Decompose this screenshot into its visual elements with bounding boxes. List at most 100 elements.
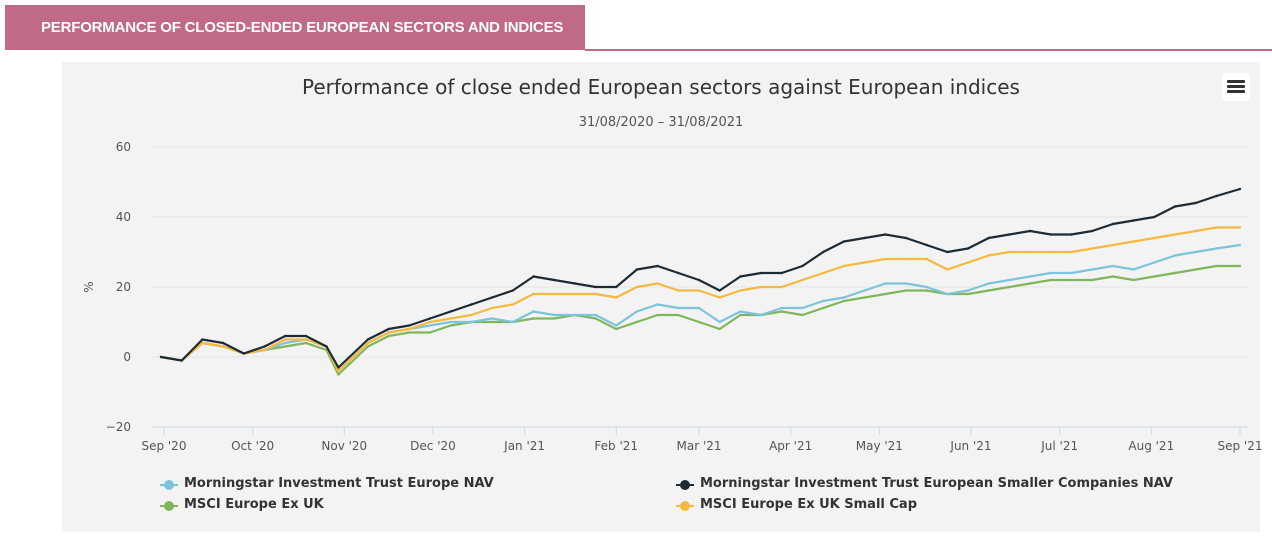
data-point [946, 292, 949, 296]
data-point [470, 313, 473, 317]
data-point [159, 355, 163, 359]
data-point [697, 289, 701, 292]
data-point [635, 310, 639, 313]
data-point [449, 324, 452, 327]
data-point [904, 289, 908, 292]
chart-panel [62, 62, 1260, 532]
data-point [1008, 285, 1011, 289]
data-point [1238, 187, 1242, 191]
x-tick-label: Sep '21 [1218, 439, 1263, 453]
data-point [1153, 261, 1156, 264]
legend-label: MSCI Europe Ex UK Small Cap [700, 497, 918, 512]
data-point [366, 338, 370, 341]
data-point [1008, 278, 1011, 282]
data-point [1091, 278, 1094, 282]
y-tick-label: 20 [116, 280, 131, 294]
data-point [884, 282, 887, 285]
hamburger-menu-icon-bar [1227, 90, 1245, 93]
legend-label: Morningstar Investment Trust European Sm… [700, 476, 1173, 491]
data-point [553, 292, 556, 296]
y-tick-label: 0 [123, 350, 131, 364]
data-point [1238, 226, 1242, 229]
data-point [1028, 282, 1032, 285]
y-tick-label: 60 [116, 140, 131, 154]
data-point [1153, 215, 1156, 219]
data-point [904, 282, 908, 285]
data-point [739, 310, 742, 313]
legend-marker [676, 500, 694, 512]
data-point [1215, 264, 1218, 268]
data-point [1028, 275, 1032, 278]
data-point [822, 306, 825, 310]
data-point [387, 327, 390, 331]
data-point [263, 345, 266, 348]
data-point [511, 289, 514, 292]
hamburger-menu-icon [1227, 80, 1245, 83]
data-point [511, 303, 514, 306]
data-point [801, 313, 804, 317]
data-point [221, 341, 225, 345]
data-point [1070, 250, 1073, 254]
data-point [428, 324, 432, 327]
data-point [428, 317, 432, 320]
data-point [1153, 236, 1156, 240]
data-point [925, 257, 928, 261]
data-point [1070, 233, 1073, 236]
data-point [532, 292, 535, 296]
data-point [573, 282, 577, 285]
data-point [304, 341, 308, 345]
data-point [408, 324, 411, 327]
data-point [925, 285, 928, 289]
data-point [635, 320, 639, 324]
section-header: PERFORMANCE OF CLOSED-ENDED EUROPEAN SEC… [5, 5, 585, 50]
data-point [1028, 229, 1032, 233]
y-tick-label: 40 [116, 210, 131, 224]
legend-label: Morningstar Investment Trust Europe NAV [184, 476, 494, 491]
data-point [594, 292, 597, 296]
y-axis-ticks: −20 0 20 40 60 [106, 140, 131, 434]
series-layer [159, 187, 1242, 376]
data-point [801, 264, 804, 268]
data-point [1091, 229, 1094, 233]
data-point [966, 292, 970, 296]
data-point [842, 240, 846, 243]
data-point [1028, 250, 1032, 254]
data-point [697, 278, 701, 282]
data-point [842, 264, 846, 268]
data-point [1173, 271, 1177, 275]
data-point [201, 338, 204, 341]
data-point [1008, 233, 1011, 236]
x-tick-label: Jun '21 [949, 439, 991, 453]
data-point [304, 338, 308, 341]
data-point [615, 285, 618, 289]
data-point [1049, 278, 1053, 282]
data-point [490, 317, 494, 320]
data-point [1070, 278, 1073, 282]
data-point [1215, 194, 1218, 198]
x-tick-label: Mar '21 [677, 439, 722, 453]
data-point [759, 313, 763, 317]
data-point [490, 320, 494, 324]
data-point [1049, 271, 1053, 275]
data-point [656, 313, 659, 317]
y-axis-label: % [82, 281, 96, 292]
data-point [718, 327, 721, 331]
data-point [1215, 247, 1218, 250]
data-point [863, 289, 866, 292]
series-line [160, 187, 1241, 369]
data-point [470, 320, 473, 324]
data-point [221, 345, 225, 348]
data-point [656, 282, 659, 285]
series-line [160, 243, 1241, 373]
data-point [1238, 264, 1242, 268]
data-point [470, 303, 473, 306]
data-point [1132, 268, 1135, 271]
data-point [801, 306, 804, 310]
data-point [842, 296, 846, 299]
chart-menu-button[interactable] [1222, 73, 1250, 101]
x-tick-label: Sep '20 [141, 439, 186, 453]
data-point [925, 289, 928, 292]
x-tick-label: Apr '21 [769, 439, 812, 453]
data-point [904, 257, 908, 261]
